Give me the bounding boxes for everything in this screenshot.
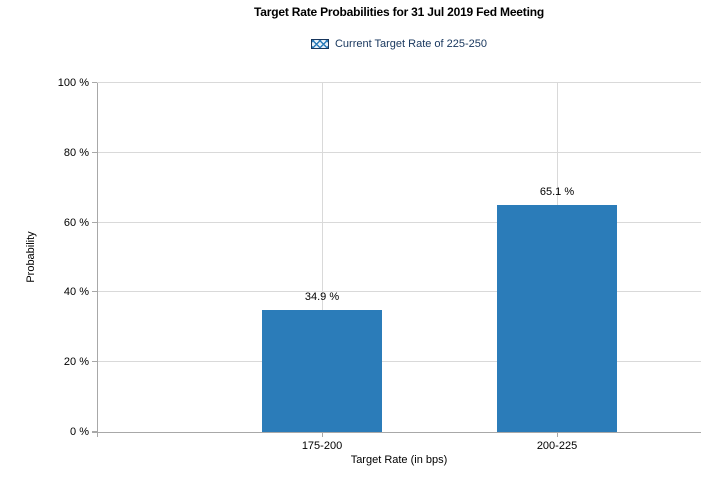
x-axis-line [92,432,701,433]
x-tick [322,432,323,437]
v-gridline [322,83,323,432]
legend-swatch-icon [310,39,329,49]
y-tick-label: 0 % [70,426,89,438]
bar-value-label: 65.1 % [539,185,575,198]
bar-value-label: 34.9 % [304,291,340,304]
x-category-label: 200-225 [536,440,578,452]
chart-title: Target Rate Probabilities for 31 Jul 201… [254,5,544,19]
legend-label: Current Target Rate of 225-250 [334,38,488,50]
bar-200-225 [497,204,617,432]
h-gridline [97,221,701,223]
y-tick-label: 60 % [63,216,89,229]
y-tick-label: 80 % [63,146,89,159]
x-tick [557,432,558,437]
legend: Current Target Rate of 225-250 [97,38,701,50]
h-gridline [97,82,701,83]
y-tick-label: 40 % [63,286,89,299]
bar-175-200 [262,310,382,432]
h-gridline [97,151,701,153]
h-gridline [97,361,701,363]
y-tick-label: 20 % [63,356,89,369]
y-tick [92,291,97,293]
x-category-label: 175-200 [301,440,343,452]
y-tick-label: 100 % [57,77,89,89]
y-tick [92,82,97,83]
y-tick [92,151,97,153]
h-gridline [97,291,701,293]
x-axis-title: Target Rate (in bps) [350,454,448,466]
y-tick [92,431,97,432]
y-tick [92,221,97,223]
y-tick [92,361,97,363]
y-axis-line [97,83,98,437]
